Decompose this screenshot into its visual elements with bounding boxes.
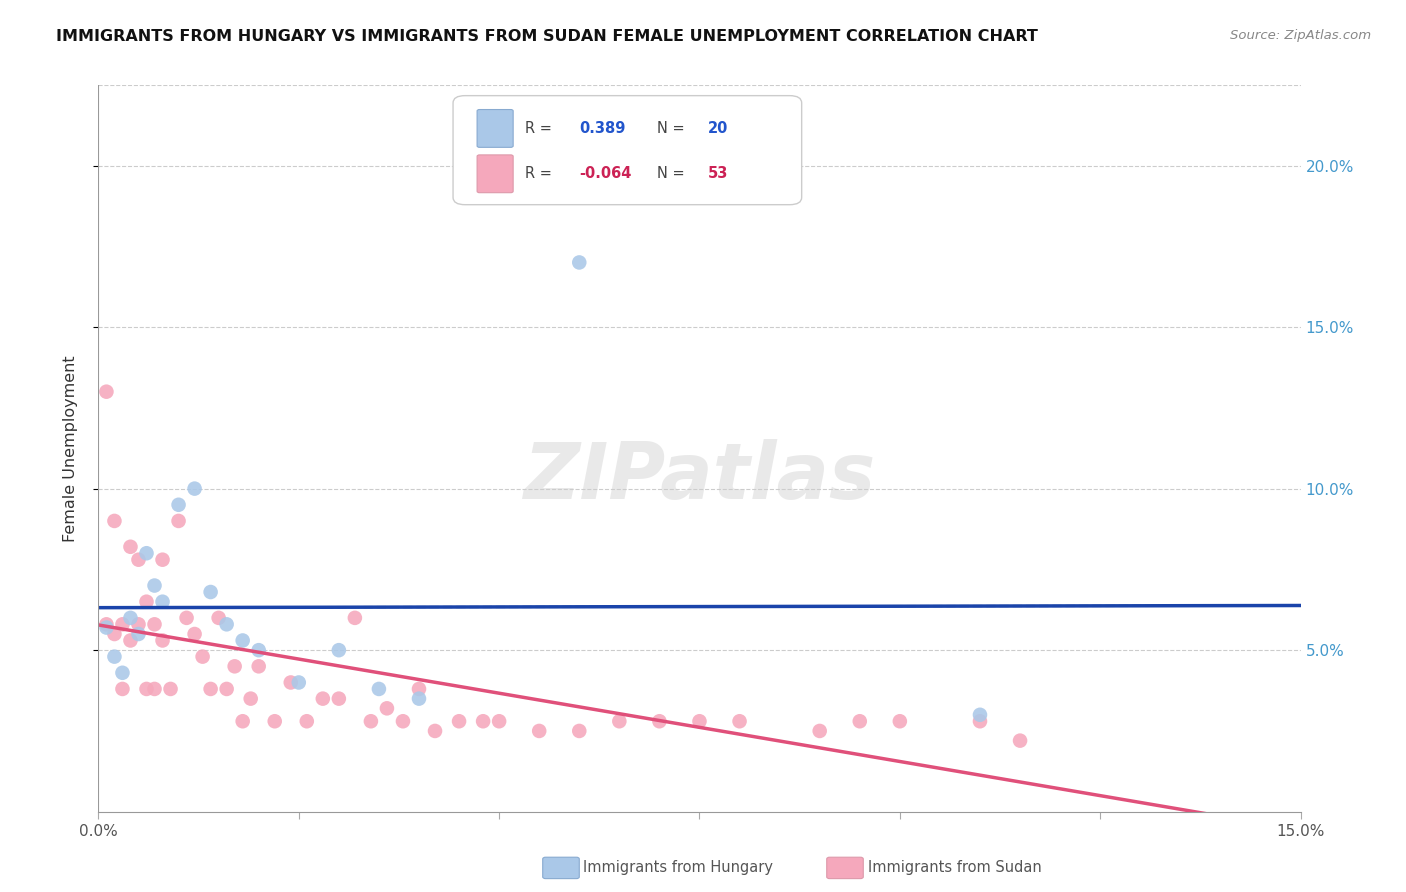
Point xyxy=(408,681,430,696)
Point xyxy=(375,701,398,715)
Point xyxy=(263,714,285,729)
Point xyxy=(143,578,166,592)
Text: 0.389: 0.389 xyxy=(579,121,626,136)
Point xyxy=(191,649,214,664)
Point xyxy=(328,643,350,657)
Point xyxy=(111,665,134,680)
Point xyxy=(143,681,166,696)
Point xyxy=(312,691,335,706)
Point xyxy=(392,714,415,729)
FancyBboxPatch shape xyxy=(477,155,513,193)
Text: R =: R = xyxy=(526,166,557,181)
Point xyxy=(176,611,198,625)
Point xyxy=(96,384,118,399)
Point xyxy=(200,585,222,599)
Point xyxy=(208,611,231,625)
Text: N =: N = xyxy=(658,166,690,181)
Point xyxy=(969,714,991,729)
Point xyxy=(167,498,190,512)
Point xyxy=(609,714,631,729)
Point xyxy=(288,675,311,690)
Point xyxy=(215,617,238,632)
Point xyxy=(103,514,125,528)
Point xyxy=(232,633,254,648)
Point xyxy=(224,659,246,673)
Point xyxy=(152,633,174,648)
Point xyxy=(135,595,157,609)
Point xyxy=(529,723,551,738)
Point xyxy=(447,714,470,729)
Point xyxy=(152,552,174,566)
Point xyxy=(103,627,125,641)
Text: N =: N = xyxy=(658,121,690,136)
FancyBboxPatch shape xyxy=(453,95,801,204)
Point xyxy=(1010,733,1032,747)
Point xyxy=(103,649,125,664)
Point xyxy=(969,707,991,722)
Point xyxy=(111,681,134,696)
Point xyxy=(280,675,302,690)
Point xyxy=(200,681,222,696)
Point xyxy=(808,723,831,738)
Point xyxy=(568,255,591,269)
Point xyxy=(167,514,190,528)
Point xyxy=(135,681,157,696)
Text: Immigrants from Hungary: Immigrants from Hungary xyxy=(583,860,773,874)
Point xyxy=(128,627,150,641)
Text: 20: 20 xyxy=(707,121,728,136)
Point xyxy=(120,611,142,625)
Text: ZIPatlas: ZIPatlas xyxy=(523,439,876,516)
Y-axis label: Female Unemployment: Female Unemployment xyxy=(63,355,77,541)
Text: -0.064: -0.064 xyxy=(579,166,631,181)
Text: Immigrants from Sudan: Immigrants from Sudan xyxy=(868,860,1042,874)
Point xyxy=(215,681,238,696)
Point xyxy=(247,643,270,657)
Point xyxy=(728,714,751,729)
FancyBboxPatch shape xyxy=(477,110,513,147)
Point xyxy=(183,627,205,641)
Point xyxy=(368,681,391,696)
Text: R =: R = xyxy=(526,121,557,136)
Point xyxy=(648,714,671,729)
Point xyxy=(408,691,430,706)
Point xyxy=(135,546,157,560)
Point xyxy=(96,617,118,632)
Point xyxy=(360,714,382,729)
Point xyxy=(152,595,174,609)
Point xyxy=(128,552,150,566)
Point xyxy=(183,482,205,496)
Point xyxy=(689,714,711,729)
Point xyxy=(120,633,142,648)
Point xyxy=(247,659,270,673)
Point xyxy=(889,714,911,729)
Point xyxy=(488,714,510,729)
Point xyxy=(295,714,318,729)
Point xyxy=(120,540,142,554)
Point xyxy=(128,617,150,632)
Point xyxy=(568,723,591,738)
Point xyxy=(111,617,134,632)
Point xyxy=(472,714,495,729)
Point xyxy=(423,723,446,738)
Point xyxy=(232,714,254,729)
Point xyxy=(143,617,166,632)
Text: Source: ZipAtlas.com: Source: ZipAtlas.com xyxy=(1230,29,1371,42)
Point xyxy=(328,691,350,706)
Point xyxy=(239,691,262,706)
Point xyxy=(849,714,872,729)
Point xyxy=(343,611,366,625)
Text: IMMIGRANTS FROM HUNGARY VS IMMIGRANTS FROM SUDAN FEMALE UNEMPLOYMENT CORRELATION: IMMIGRANTS FROM HUNGARY VS IMMIGRANTS FR… xyxy=(56,29,1038,44)
Text: 53: 53 xyxy=(707,166,728,181)
Point xyxy=(96,621,118,635)
Point xyxy=(159,681,181,696)
